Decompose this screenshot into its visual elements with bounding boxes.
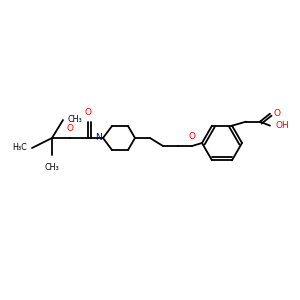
Text: O: O — [188, 132, 196, 141]
Text: CH₃: CH₃ — [68, 115, 83, 124]
Text: O: O — [273, 109, 280, 118]
Text: OH: OH — [276, 121, 290, 130]
Text: CH₃: CH₃ — [45, 163, 59, 172]
Text: O: O — [85, 108, 92, 117]
Text: O: O — [67, 124, 73, 133]
Text: H₃C: H₃C — [12, 143, 27, 152]
Text: N: N — [96, 133, 102, 142]
